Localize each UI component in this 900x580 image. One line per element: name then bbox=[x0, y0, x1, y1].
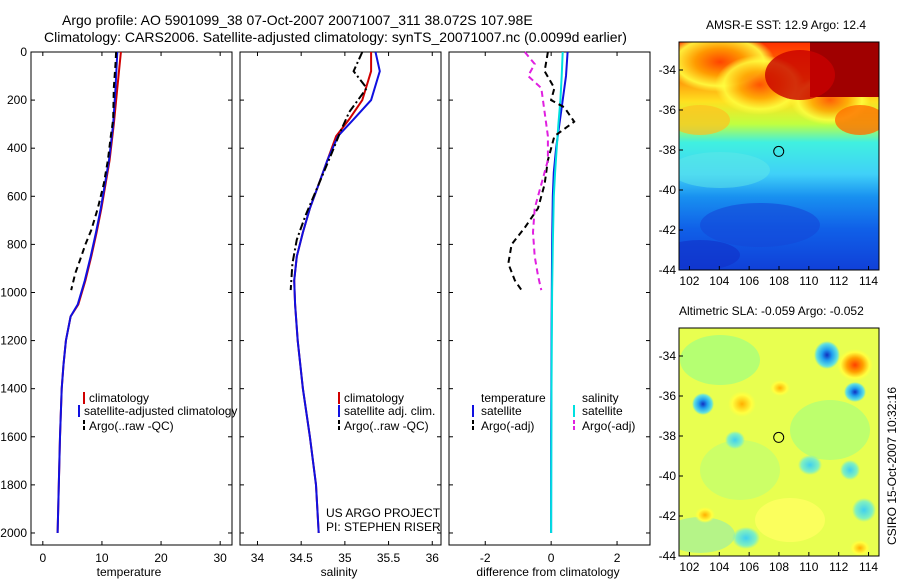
temperature-legend: climatology satellite-adjusted climatolo… bbox=[78, 391, 237, 433]
y-tick-label: 800 bbox=[7, 237, 27, 251]
map-x-tick-label: 108 bbox=[769, 274, 789, 288]
legend-label-temp-satellite: satellite bbox=[481, 404, 522, 418]
map-x-tick-label: 104 bbox=[709, 560, 729, 574]
map-x-tick-label: 110 bbox=[799, 274, 818, 288]
map-x-tick-label: 112 bbox=[829, 274, 848, 288]
map-x-tick-label: 112 bbox=[829, 560, 848, 574]
y-tick-label: 400 bbox=[7, 141, 27, 155]
x-tick-label: 30 bbox=[213, 551, 227, 565]
y-tick-label: 1800 bbox=[0, 478, 27, 492]
sst-map-axes: 102 104 106 108 110 112 114 -34 -36 -38 -40 -42 -44 bbox=[659, 63, 879, 288]
x-tick-label: 34 bbox=[251, 551, 265, 565]
sla-heatmap bbox=[679, 328, 879, 556]
map-x-tick-label: 104 bbox=[709, 274, 729, 288]
map-y-tick-label: -36 bbox=[659, 103, 677, 117]
legend-header-salinity: salinity bbox=[582, 391, 619, 405]
legend-label-argo: Argo(..raw -QC) bbox=[344, 419, 429, 433]
map-y-tick-label: -40 bbox=[659, 469, 677, 483]
legend-label-satellite-adjusted: satellite-adjusted climatology bbox=[84, 404, 237, 418]
sla-map-axes: 102 104 106 108 110 112 114 -34 -36 -38 -40 -42 -44 bbox=[659, 349, 879, 574]
y-tick-label: 600 bbox=[7, 189, 27, 203]
map-y-tick-label: -34 bbox=[659, 63, 677, 77]
map-y-tick-label: -42 bbox=[659, 223, 677, 237]
sla-map-title: Altimetric SLA: -0.059 Argo: -0.052 bbox=[679, 304, 864, 318]
salinity-plot-frame bbox=[239, 51, 442, 546]
y-tick-label: 1200 bbox=[0, 334, 27, 348]
sst-heatmap bbox=[679, 42, 879, 270]
map-y-tick-label: -44 bbox=[659, 549, 677, 563]
project-label: US ARGO PROJECT bbox=[326, 506, 441, 520]
y-tick-label: 0 bbox=[20, 45, 27, 59]
map-x-tick-label: 110 bbox=[799, 560, 818, 574]
map-x-tick-label: 102 bbox=[679, 560, 699, 574]
figure-title-line1: Argo profile: AO 5901099_38 07-Oct-2007 … bbox=[62, 12, 533, 28]
x-tick-label: 0 bbox=[548, 551, 555, 565]
series-line-satellite-cyan bbox=[550, 51, 564, 534]
map-y-tick-label: -44 bbox=[659, 263, 677, 277]
argo-location-marker bbox=[773, 431, 785, 443]
x-tick-label: 34.5 bbox=[289, 551, 313, 565]
x-tick-label: 0 bbox=[39, 551, 46, 565]
temperature-panel: 0 10 20 30 0 200 400 600 800 1000 1200 1400 1600 1800… bbox=[0, 45, 232, 565]
salinity-axis-label: salinity bbox=[321, 565, 358, 579]
legend-label-climatology: climatology bbox=[344, 391, 404, 405]
map-y-tick-label: -42 bbox=[659, 509, 677, 523]
legend-label-sal-satellite: satellite bbox=[582, 404, 623, 418]
figure-title-line2: Climatology: CARS2006. Satellite-adjuste… bbox=[44, 29, 627, 45]
x-tick-label: 35 bbox=[338, 551, 352, 565]
series-line-satellite-adjusted-climatology-blue bbox=[56, 51, 119, 534]
legend-label-temp-argo: Argo(-adj) bbox=[481, 419, 534, 433]
legend-header-temperature: temperature bbox=[481, 391, 546, 405]
difference-legend: temperature satellite Argo(-adj) salinit… bbox=[472, 391, 635, 433]
y-tick-label: 1400 bbox=[0, 382, 27, 396]
legend-label-climatology: climatology bbox=[89, 391, 149, 405]
legend-label-satellite-adj: satellite adj. clim. bbox=[344, 404, 435, 418]
series-line-argo-raw-qc-black bbox=[289, 51, 368, 291]
difference-panel: -2 0 2 bbox=[449, 51, 650, 565]
x-tick-label: 2 bbox=[614, 551, 621, 565]
map-y-tick-label: -38 bbox=[659, 143, 677, 157]
y-tick-label: 200 bbox=[7, 93, 27, 107]
x-tick-label: 36 bbox=[426, 551, 440, 565]
map-y-tick-label: -34 bbox=[659, 349, 677, 363]
map-x-tick-label: 106 bbox=[739, 274, 759, 288]
series-line-satellite-adj-clim-blue bbox=[293, 51, 381, 534]
y-tick-label: 1000 bbox=[0, 285, 27, 299]
difference-plot-frame bbox=[448, 51, 651, 546]
x-tick-label: 10 bbox=[95, 551, 109, 565]
series-line-argo-adj-black bbox=[507, 51, 576, 291]
series-line-argo-raw-qc-black bbox=[70, 51, 118, 291]
temperature-plot-frame bbox=[30, 51, 233, 546]
y-tick-label: 1600 bbox=[0, 430, 27, 444]
map-x-tick-label: 108 bbox=[769, 560, 789, 574]
map-x-tick-label: 106 bbox=[739, 560, 759, 574]
x-tick-label: -2 bbox=[480, 551, 491, 565]
argo-location-marker bbox=[773, 145, 785, 157]
map-y-tick-label: -40 bbox=[659, 183, 677, 197]
map-x-tick-label: 102 bbox=[679, 274, 699, 288]
salinity-legend: climatology satellite adj. clim. Argo(..… bbox=[338, 391, 435, 433]
x-tick-label: 20 bbox=[154, 551, 168, 565]
map-x-tick-label: 114 bbox=[859, 560, 878, 574]
temperature-axis-label: temperature bbox=[97, 565, 162, 579]
map-y-tick-label: -36 bbox=[659, 389, 677, 403]
salinity-panel: 34 34.5 35 35.5 36 bbox=[240, 51, 441, 565]
legend-label-sal-argo: Argo(-adj) bbox=[582, 419, 635, 433]
map-x-tick-label: 114 bbox=[859, 274, 878, 288]
sst-map-title: AMSR-E SST: 12.9 Argo: 12.4 bbox=[706, 18, 867, 32]
legend-label-argo: Argo(..raw -QC) bbox=[89, 419, 174, 433]
difference-axis-label: difference from climatology bbox=[476, 565, 619, 579]
map-y-tick-label: -38 bbox=[659, 429, 677, 443]
x-tick-label: 35.5 bbox=[377, 551, 401, 565]
y-tick-label: 2000 bbox=[0, 526, 27, 540]
pi-label: PI: STEPHEN RISER bbox=[326, 520, 441, 534]
